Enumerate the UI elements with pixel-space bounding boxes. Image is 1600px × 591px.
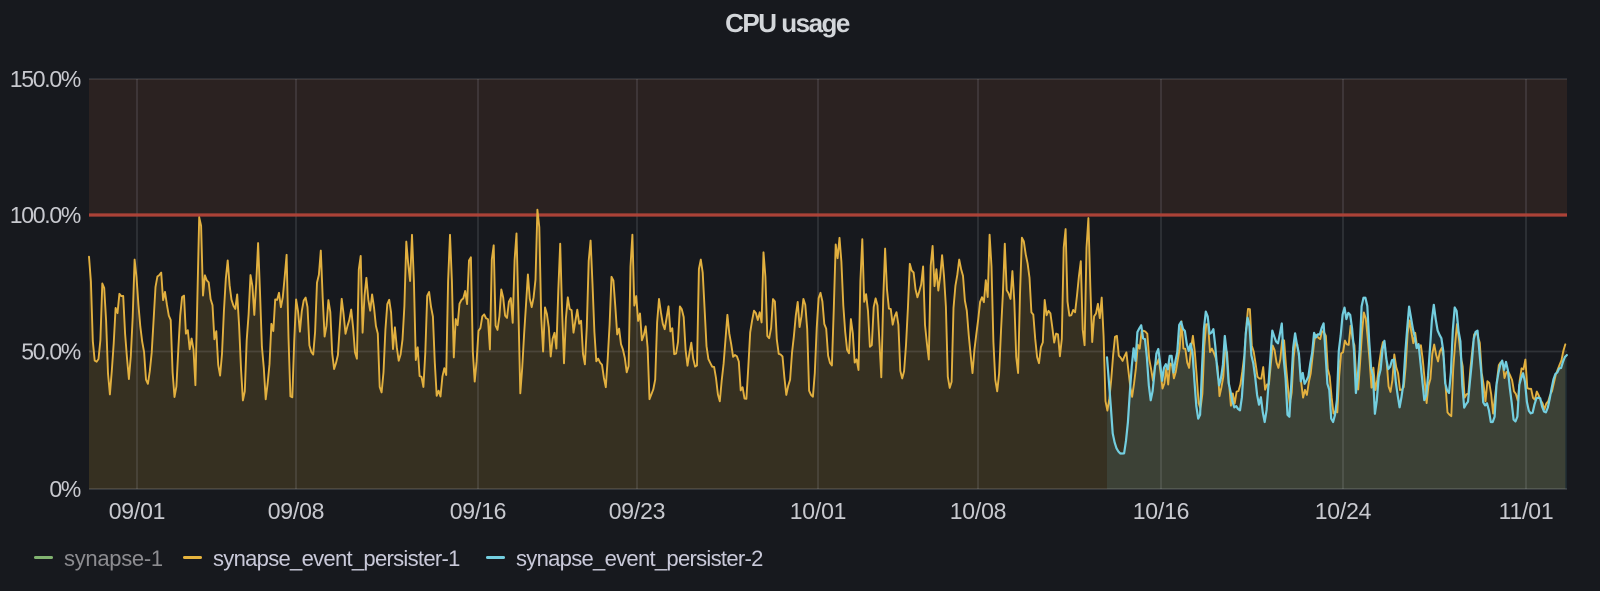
svg-text:09/08: 09/08 <box>268 498 325 524</box>
svg-text:09/16: 09/16 <box>450 498 507 524</box>
svg-text:150.0%: 150.0% <box>10 66 81 92</box>
svg-text:10/01: 10/01 <box>790 498 847 524</box>
svg-text:50.0%: 50.0% <box>21 339 81 365</box>
svg-text:11/01: 11/01 <box>1499 498 1554 524</box>
svg-text:0%: 0% <box>49 476 80 502</box>
svg-text:10/16: 10/16 <box>1133 498 1190 524</box>
svg-text:09/23: 09/23 <box>609 498 666 524</box>
svg-text:100.0%: 100.0% <box>10 202 81 228</box>
svg-text:10/08: 10/08 <box>950 498 1007 524</box>
svg-text:09/01: 09/01 <box>109 498 166 524</box>
svg-text:10/24: 10/24 <box>1315 498 1372 524</box>
